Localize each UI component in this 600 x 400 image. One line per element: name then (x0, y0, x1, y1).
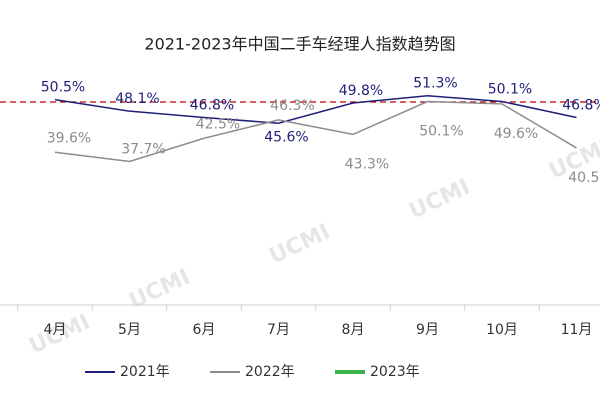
data-label: 43.3% (345, 156, 389, 172)
watermark: UCMI (125, 265, 194, 315)
data-label: 50.1% (488, 82, 532, 98)
series-line (54, 100, 577, 163)
data-label: 45.6% (264, 129, 308, 145)
data-label: 42.5% (196, 116, 240, 132)
series-line (54, 94, 577, 125)
watermark: UCMI (265, 220, 334, 270)
x-tick-label: 7月 (267, 322, 290, 338)
legend-label: 2021年 (120, 364, 170, 380)
x-tick-label: 8月 (342, 322, 365, 338)
data-label: 37.7% (121, 141, 165, 157)
data-label: 46.3% (270, 98, 314, 114)
legend-label: 2022年 (245, 364, 295, 380)
data-label: 46.8% (190, 97, 234, 113)
x-tick-label: 9月 (416, 322, 439, 338)
data-label: 48.1% (115, 91, 159, 107)
data-label: 51.3% (413, 76, 457, 92)
data-label: 50.1% (419, 124, 463, 140)
x-tick-label: 6月 (193, 322, 216, 338)
watermark: UCMI (405, 175, 474, 225)
legend-label: 2023年 (370, 364, 420, 380)
x-tick-label: 4月 (44, 322, 67, 338)
data-label: 46.8% (562, 97, 600, 113)
data-label: 40.5% (568, 170, 600, 186)
data-label: 50.5% (41, 80, 85, 96)
chart-title: 2021-2023年中国二手车经理人指数趋势图 (144, 35, 455, 54)
x-tick-label: 10月 (486, 322, 518, 338)
data-label: 49.8% (339, 83, 383, 99)
x-tick-label: 5月 (118, 322, 141, 338)
data-label: 49.6% (494, 126, 538, 142)
data-label: 39.6% (47, 130, 91, 146)
x-tick-label: 11月 (561, 322, 593, 338)
